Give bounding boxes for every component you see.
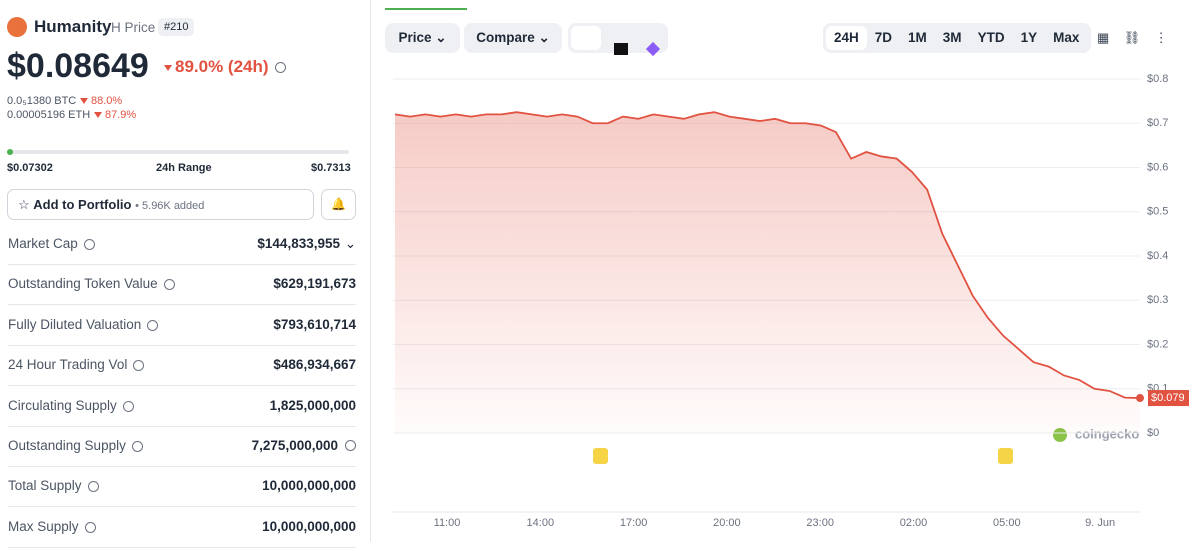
alert-button[interactable]: 🔔: [321, 189, 356, 220]
x-tick-label: 11:00: [434, 517, 461, 529]
price-tag-label: $0.079: [1151, 392, 1185, 404]
chart-style-group[interactable]: [568, 23, 668, 57]
toolbar-icons: ▦ ⛓ ⋮: [1097, 30, 1168, 45]
stat-value: $793,610,714: [273, 316, 356, 332]
add-portfolio-button[interactable]: ☆ Add to Portfolio • 5.96K added: [7, 189, 314, 220]
stat-value: $486,934,667: [273, 357, 356, 373]
stat-row: Fully Diluted Valuation $793,610,714: [8, 305, 356, 346]
y-tick-label: $0: [1147, 427, 1159, 439]
info-icon[interactable]: [83, 238, 95, 250]
x-tick-label: 20:00: [713, 517, 741, 529]
stat-label: Max Supply: [8, 519, 96, 534]
x-tick-label: 23:00: [806, 517, 834, 529]
chart: coingecko $0$0.1$0.2$0.3$0.4$0.5$0.6$0.7…: [393, 73, 1189, 529]
price-change: 89.0% (24h): [164, 57, 286, 77]
x-tick-label: 17:00: [620, 517, 648, 529]
stat-label: 24 Hour Trading Vol: [8, 357, 145, 372]
timeframe-button[interactable]: Max: [1053, 30, 1080, 45]
y-tick-label: $0.3: [1147, 294, 1168, 306]
info-icon[interactable]: [87, 481, 99, 493]
stat-value: 1,825,000,000: [269, 397, 356, 413]
stat-label: Circulating Supply: [8, 398, 134, 413]
price-line: [394, 111, 1141, 399]
timeframe-group: 24H 7D 1M 3M YTD 1Y Max: [823, 23, 1091, 53]
x-tick-label: 9. Jun: [1085, 517, 1115, 529]
portfolio-added: • 5.96K added: [135, 200, 205, 212]
stat-label: Market Cap: [8, 236, 95, 251]
stat-value: 7,275,000,000: [251, 438, 338, 453]
info-icon[interactable]: [131, 440, 143, 452]
btc-change-text: 88.0%: [91, 95, 123, 107]
stat-row: 24 Hour Trading Vol $486,934,667: [8, 345, 356, 387]
coin-name: Humanity: [34, 17, 112, 36]
price-button-text: Price: [398, 30, 432, 45]
y-tick-label: $0.8: [1147, 73, 1168, 85]
info-icon[interactable]: [122, 400, 134, 412]
stat-row: Outstanding Token Value $629,191,673: [8, 264, 356, 306]
timeframe-button[interactable]: YTD: [977, 30, 1005, 45]
info-icon[interactable]: [163, 279, 175, 291]
x-tick-label: 02:00: [900, 517, 928, 529]
stat-value: $629,191,673: [273, 276, 356, 292]
price: $0.08649: [7, 47, 149, 85]
timeframe-button[interactable]: 3M: [942, 30, 962, 45]
info-icon[interactable]: [345, 440, 356, 451]
tab-indicator: [385, 8, 467, 10]
rank-badge: #210: [158, 18, 195, 36]
stat-label: Fully Diluted Valuation: [8, 317, 159, 332]
y-tick-label: $0.6: [1147, 161, 1168, 173]
compare-button[interactable]: Compare ⌄: [464, 23, 562, 53]
x-tick-label: 05:00: [993, 517, 1021, 529]
range-low: $0.07302: [7, 162, 53, 174]
price-area: [395, 112, 1140, 433]
eth-price: 0.00005196 ETH: [7, 109, 91, 121]
timeframe-button[interactable]: 7D: [874, 30, 893, 45]
y-tick-label: $0.2: [1147, 338, 1168, 350]
eth-change-text: 87.9%: [105, 109, 137, 121]
info-icon[interactable]: [84, 521, 96, 533]
range-dot: [7, 149, 13, 155]
stat-label: Total Supply: [8, 478, 99, 493]
add-portfolio-text: Add to Portfolio: [33, 197, 132, 212]
btc-price: 0.0₅1380 BTC: [7, 95, 77, 107]
stat-value: $144,833,955: [257, 236, 340, 251]
last-point: [1136, 394, 1144, 403]
timeframe-button[interactable]: 1Y: [1020, 30, 1038, 45]
info-icon[interactable]: [147, 319, 159, 331]
coin-symbol: H Price: [111, 20, 156, 35]
stat-value: 10,000,000,000: [262, 518, 356, 534]
stat-value: 10,000,000,000: [262, 478, 356, 494]
event-marker[interactable]: [998, 448, 1013, 464]
timeframe-button[interactable]: 24H: [826, 26, 867, 50]
eth-change: 87.9%: [94, 109, 136, 121]
btc-change: 88.0%: [80, 95, 122, 107]
timeframe-button[interactable]: 1M: [908, 30, 927, 45]
stat-row: Total Supply 10,000,000,000: [8, 466, 356, 508]
stat-label: Outstanding Supply: [8, 438, 143, 453]
price-button[interactable]: Price ⌄: [385, 23, 460, 53]
info-icon[interactable]: [133, 360, 145, 372]
y-tick-label: $0.4: [1147, 250, 1168, 262]
compare-button-text: Compare: [476, 30, 535, 45]
stat-row: Circulating Supply 1,825,000,000: [8, 386, 356, 427]
price-change-text: 89.0% (24h): [175, 57, 269, 76]
range-bar: [7, 150, 349, 154]
stat-row: Outstanding Supply 7,275,000,000: [8, 426, 356, 467]
y-tick-label: $0.7: [1147, 117, 1168, 129]
event-marker[interactable]: [593, 448, 608, 464]
range-label: 24h Range: [156, 162, 212, 174]
stat-label: Outstanding Token Value: [8, 276, 175, 291]
price-tag: [1148, 390, 1189, 407]
stat-row: Market Cap $144,833,955 ⌄: [8, 224, 356, 265]
coin-logo: [7, 17, 27, 37]
y-tick-label: $0.5: [1147, 206, 1168, 218]
x-tick-label: 14:00: [527, 517, 555, 529]
divider: [370, 0, 371, 542]
range-high: $0.7313: [311, 162, 351, 174]
expand-icon[interactable]: ⌄: [344, 236, 356, 251]
